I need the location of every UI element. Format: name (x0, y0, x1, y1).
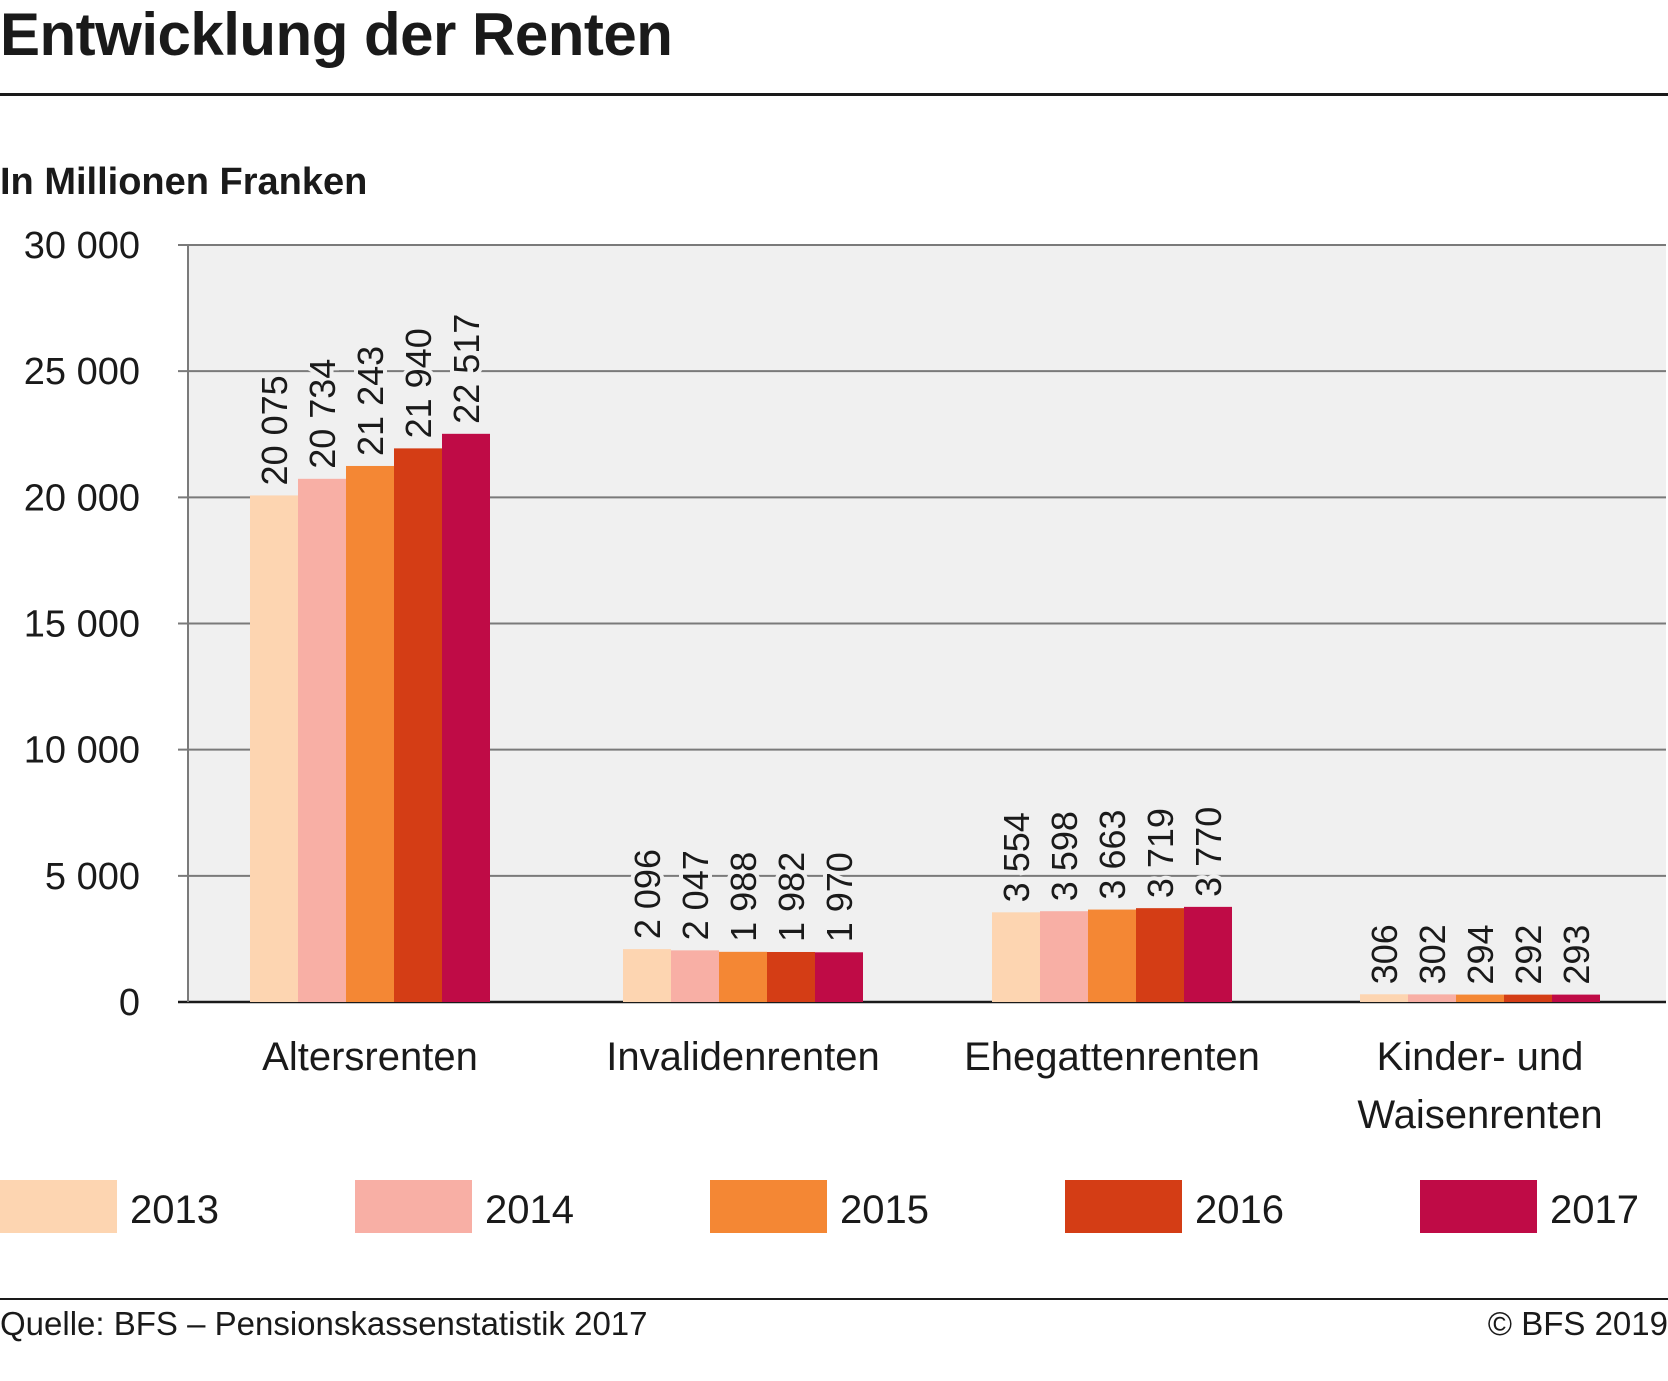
y-tick-label: 15 000 (24, 604, 140, 646)
data-label-text: 21 243 (350, 346, 391, 456)
bar (346, 465, 394, 1003)
legend-label: 2015 (840, 1188, 929, 1232)
legend-label: 2014 (485, 1188, 574, 1232)
bar (1456, 994, 1504, 1002)
data-label-text: 3 663 (1092, 809, 1133, 899)
copyright-note: © BFS 2019 (1487, 1305, 1668, 1342)
data-label-text: 3 770 (1188, 807, 1229, 897)
x-category-label: Invalidenrenten (606, 1035, 880, 1079)
data-label-text: 3 719 (1140, 808, 1181, 898)
data-label: 21 940 (394, 324, 443, 442)
bar (767, 951, 815, 1002)
bar (719, 951, 767, 1002)
legend-swatch (710, 1180, 827, 1233)
bar (1360, 994, 1408, 1002)
bar (1504, 994, 1552, 1002)
data-label-text: 3 598 (1044, 811, 1085, 901)
data-label: 2 096 (623, 845, 672, 943)
data-label-text: 292 (1508, 925, 1549, 985)
legend-label: 2016 (1195, 1188, 1284, 1232)
bar (992, 912, 1040, 1002)
x-category-label: Ehegattenrenten (964, 1035, 1260, 1079)
data-label-text: 294 (1460, 925, 1501, 985)
bar (1184, 906, 1232, 1002)
bar (815, 952, 863, 1002)
legend-label: 2017 (1550, 1188, 1639, 1232)
bar (671, 950, 719, 1002)
y-tick-label: 25 000 (24, 351, 140, 393)
data-label: 1 988 (719, 848, 768, 946)
data-label: 302 (1408, 920, 1457, 988)
data-label: 292 (1504, 921, 1553, 989)
data-label-text: 3 554 (996, 812, 1037, 902)
data-label-text: 20 734 (302, 359, 343, 469)
bar (394, 448, 442, 1002)
data-label: 306 (1360, 920, 1409, 988)
data-label: 3 770 (1184, 803, 1233, 901)
x-category-label-line: Ehegattenrenten (964, 1035, 1260, 1079)
data-label-text: 21 940 (398, 328, 439, 438)
y-tick-label: 0 (119, 982, 140, 1024)
bar (623, 949, 671, 1002)
x-category-label-line: Invalidenrenten (606, 1035, 880, 1079)
footer-rule (0, 1298, 1668, 1300)
data-label-text: 1 988 (723, 852, 764, 942)
data-label: 294 (1456, 921, 1505, 989)
chart-title: Entwicklung der Renten (0, 1, 673, 68)
y-tick-label: 5 000 (45, 856, 140, 898)
y-tick-label: 10 000 (24, 730, 140, 772)
bar (1040, 911, 1088, 1002)
bar (298, 478, 346, 1002)
x-category-label-line: Kinder- und (1377, 1035, 1584, 1079)
data-label: 3 598 (1040, 807, 1089, 905)
bar (1408, 994, 1456, 1002)
data-label: 20 075 (250, 371, 299, 489)
bar (250, 495, 298, 1002)
bar (1136, 908, 1184, 1002)
bar (1552, 994, 1600, 1002)
bar (442, 433, 490, 1002)
data-label: 1 970 (815, 848, 864, 946)
data-label-text: 1 982 (771, 852, 812, 942)
bar (1088, 909, 1136, 1002)
data-label: 22 517 (442, 310, 491, 428)
legend-label: 2013 (130, 1188, 219, 1232)
data-label-text: 306 (1364, 924, 1405, 984)
y-tick-label: 30 000 (24, 225, 140, 267)
title-rule (0, 93, 1668, 96)
data-label: 20 734 (298, 355, 347, 473)
data-label: 3 663 (1088, 805, 1137, 903)
x-category-label: Kinder- und Waisenrenten (1357, 1035, 1602, 1137)
data-label-text: 302 (1412, 924, 1453, 984)
data-label-text: 293 (1556, 925, 1597, 985)
data-label: 293 (1552, 921, 1601, 989)
legend-swatch (1420, 1180, 1537, 1233)
x-category-label: Altersrenten (262, 1035, 478, 1079)
data-label: 3 554 (992, 808, 1041, 906)
x-category-label-line: Waisenrenten (1357, 1093, 1602, 1137)
legend-swatch (0, 1180, 117, 1233)
data-label: 3 719 (1136, 804, 1185, 902)
data-label: 21 243 (346, 342, 395, 460)
legend-swatch (1065, 1180, 1182, 1233)
data-label-text: 1 970 (819, 852, 860, 942)
data-label-text: 22 517 (446, 314, 487, 424)
data-label-text: 2 096 (627, 849, 668, 939)
data-label: 1 982 (767, 848, 816, 946)
data-label-text: 20 075 (254, 375, 295, 485)
y-tick-label: 20 000 (24, 477, 140, 519)
data-label-text: 2 047 (675, 850, 716, 940)
x-category-label-line: Altersrenten (262, 1035, 478, 1079)
source-note: Quelle: BFS – Pensionskassenstatistik 20… (0, 1305, 648, 1342)
unit-label: In Millionen Franken (0, 161, 368, 203)
data-label: 2 047 (671, 846, 720, 944)
legend-swatch (355, 1180, 472, 1233)
